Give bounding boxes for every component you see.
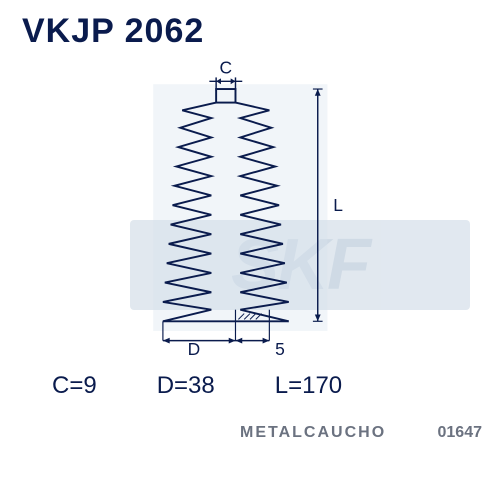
spec-l: L=170 — [275, 372, 342, 400]
spec-row: C=9 D=38 L=170 — [52, 372, 480, 400]
dim-d-label: D — [188, 339, 201, 359]
dim-c-label: C — [220, 60, 233, 78]
spec-c: C=9 — [52, 372, 97, 400]
bellows-svg: C — [60, 60, 440, 360]
brand-code: 01647 — [438, 424, 483, 442]
technical-diagram: SKF C — [60, 60, 440, 360]
dim-five: 5 — [235, 338, 284, 359]
spec-d: D=38 — [157, 372, 215, 400]
dim-d: D — [163, 338, 236, 359]
dim-l: L — [313, 89, 343, 321]
part-number: VKJP 2062 — [22, 12, 204, 51]
brand-name: METALCAUCHO — [240, 424, 386, 442]
dim-l-label: L — [333, 195, 343, 215]
dim-five-label: 5 — [275, 339, 285, 359]
